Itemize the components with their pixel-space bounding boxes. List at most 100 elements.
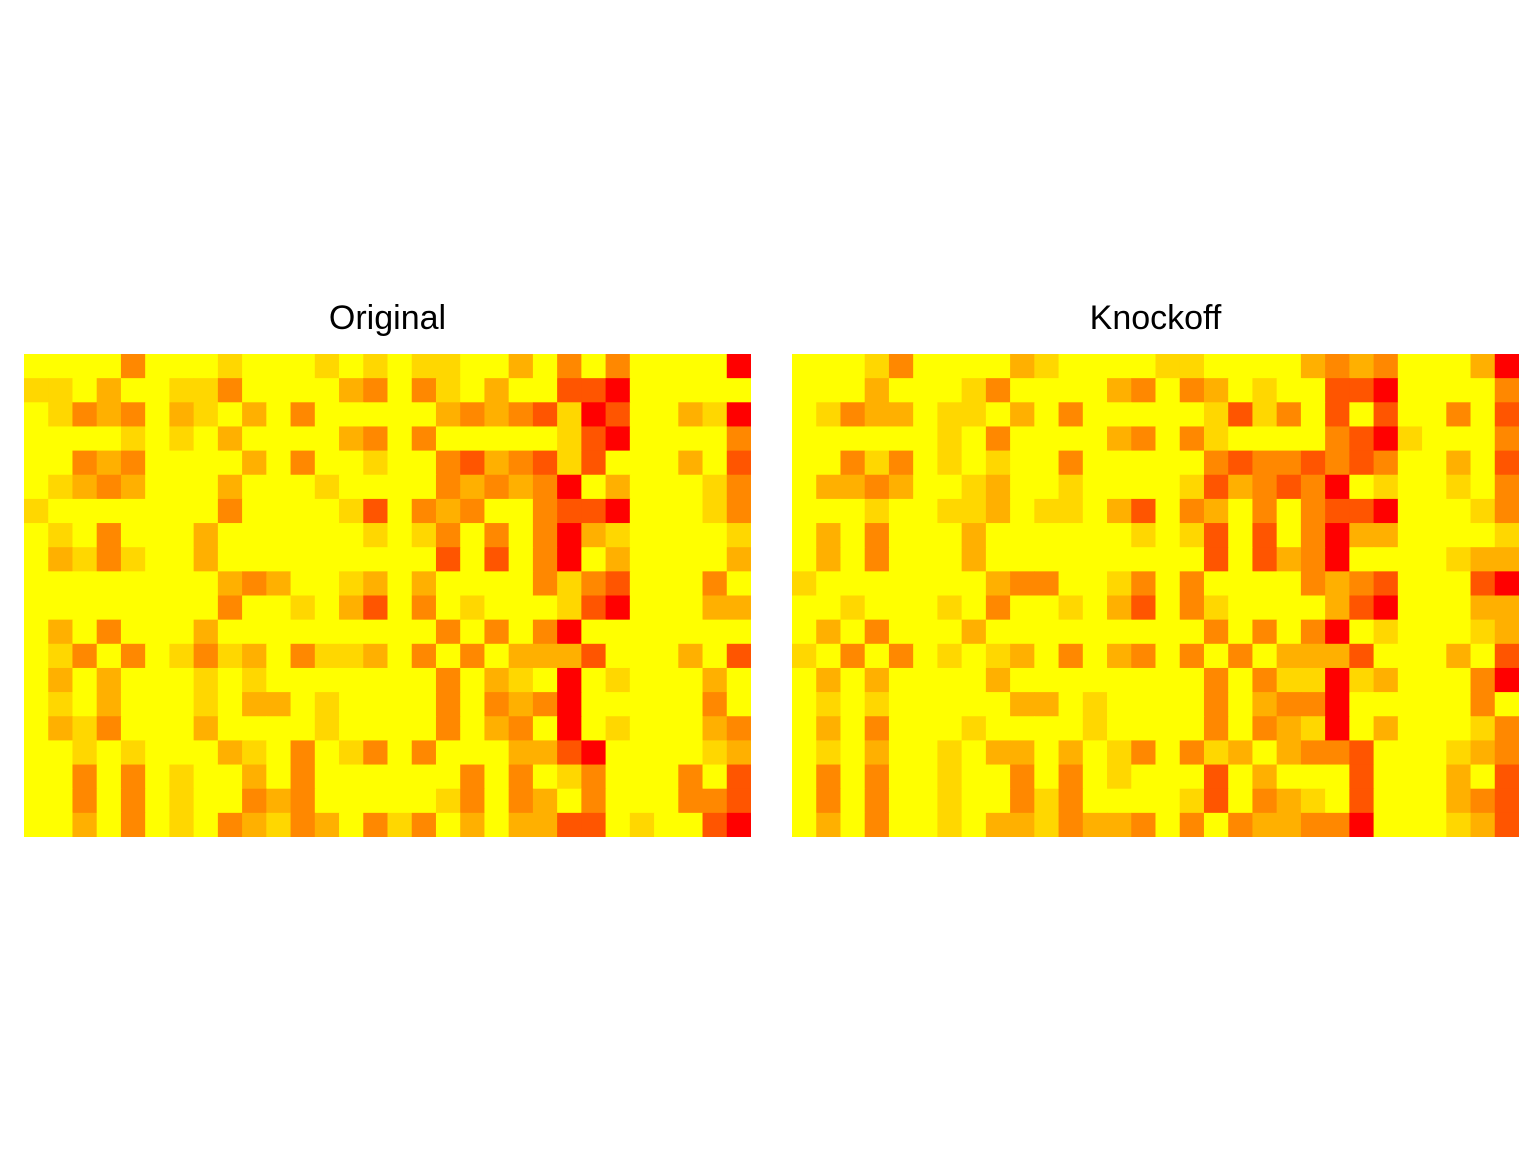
heatmap-cell — [217, 450, 243, 476]
heatmap-cell — [169, 740, 195, 766]
heatmap-cell — [1082, 788, 1108, 814]
heatmap-cell — [985, 426, 1011, 452]
heatmap-cell — [961, 402, 987, 428]
chart-title-knockoff: Knockoff — [1089, 299, 1222, 337]
heatmap-cell — [985, 354, 1011, 379]
heatmap-cell — [792, 523, 817, 548]
heatmap-cell — [314, 812, 340, 837]
heatmap-cell — [1300, 498, 1326, 524]
heatmap-cell — [1228, 450, 1254, 476]
heatmap-cell — [888, 643, 914, 669]
heatmap-cell — [1155, 426, 1181, 452]
heatmap-cell — [557, 643, 582, 669]
heatmap-cell — [217, 595, 243, 621]
heatmap-cell — [581, 450, 607, 476]
heatmap-cell — [290, 523, 316, 548]
heatmap-cell — [1373, 788, 1399, 814]
heatmap-cell — [435, 402, 461, 428]
heatmap-cell — [1034, 619, 1060, 645]
heatmap-cell — [24, 619, 49, 645]
heatmap-cell — [840, 402, 866, 428]
heatmap-cell — [1155, 692, 1181, 717]
heatmap-cell — [24, 402, 49, 428]
heatmap-cell — [1276, 571, 1302, 597]
heatmap-cell — [1349, 426, 1375, 452]
heatmap-cell — [1446, 571, 1472, 597]
heatmap-cell — [1082, 354, 1108, 379]
heatmap-cell — [1034, 426, 1060, 452]
heatmap-cell — [1397, 450, 1423, 476]
heatmap-cell — [120, 667, 146, 693]
heatmap-cell — [1155, 643, 1181, 669]
heatmap-cell — [1397, 716, 1423, 741]
heatmap-cell — [217, 354, 243, 379]
heatmap-cell — [1422, 547, 1447, 572]
heatmap-cell — [1131, 547, 1157, 572]
heatmap-cell — [290, 426, 316, 452]
heatmap-cell — [532, 788, 558, 814]
heatmap-cell — [702, 812, 728, 837]
heatmap-cell — [363, 571, 389, 597]
heatmap-cell — [937, 498, 963, 524]
heatmap-cell — [1131, 619, 1157, 645]
heatmap-cell — [888, 619, 914, 645]
heatmap-cell — [581, 523, 607, 548]
heatmap-cell — [1082, 498, 1108, 524]
heatmap-cell — [961, 716, 987, 741]
heatmap-cell — [581, 354, 607, 379]
heatmap-cell — [411, 788, 437, 814]
heatmap-cell — [1010, 716, 1035, 741]
heatmap-cell — [169, 764, 195, 790]
heatmap-cell — [1034, 716, 1060, 741]
heatmap-cell — [1058, 378, 1084, 403]
heatmap-cell — [1155, 812, 1181, 837]
heatmap-cell — [961, 450, 987, 476]
heatmap-cell — [629, 378, 655, 403]
heatmap-cell — [1179, 426, 1205, 452]
heatmap-cell — [678, 402, 704, 428]
heatmap-cell — [266, 571, 292, 597]
heatmap-cell — [726, 354, 751, 379]
heatmap-cell — [1179, 498, 1205, 524]
heatmap-cell — [290, 378, 316, 403]
heatmap-cell — [193, 378, 219, 403]
heatmap-cell — [1179, 523, 1205, 548]
heatmap-cell — [460, 788, 486, 814]
heatmap-cell — [1470, 402, 1496, 428]
heatmap-cell — [1397, 764, 1423, 790]
heatmap-cell — [24, 426, 49, 452]
heatmap-cell — [242, 426, 267, 452]
heatmap-cell — [242, 450, 267, 476]
heatmap-cell — [605, 595, 631, 621]
heatmap-cell — [1470, 426, 1496, 452]
heatmap-cell — [557, 740, 582, 766]
heatmap-cell — [605, 571, 631, 597]
heatmap-cell — [913, 595, 938, 621]
heatmap-cell — [864, 402, 890, 428]
heatmap-cell — [1058, 619, 1084, 645]
heatmap-cell — [72, 740, 98, 766]
heatmap-cell — [387, 523, 413, 548]
heatmap-cell — [1494, 764, 1519, 790]
heatmap-cell — [937, 740, 963, 766]
heatmap-cell — [314, 643, 340, 669]
heatmap-cell — [1325, 667, 1350, 693]
heatmap-cell — [387, 378, 413, 403]
heatmap-cell — [1107, 667, 1132, 693]
heatmap-cell — [726, 692, 751, 717]
heatmap-cell — [96, 547, 122, 572]
heatmap-cell — [1252, 402, 1278, 428]
heatmap-cell — [1494, 619, 1519, 645]
heatmap-cell — [1203, 354, 1229, 379]
heatmap-cell — [363, 812, 389, 837]
heatmap-cell — [387, 740, 413, 766]
heatmap-cell — [508, 354, 534, 379]
heatmap-cell — [532, 498, 558, 524]
heatmap-cell — [840, 667, 866, 693]
heatmap-cell — [605, 523, 631, 548]
heatmap-cell — [792, 571, 817, 597]
heatmap-cell — [1373, 547, 1399, 572]
heatmap-cell — [339, 402, 364, 428]
heatmap-cell — [193, 692, 219, 717]
heatmap-cell — [1349, 378, 1375, 403]
